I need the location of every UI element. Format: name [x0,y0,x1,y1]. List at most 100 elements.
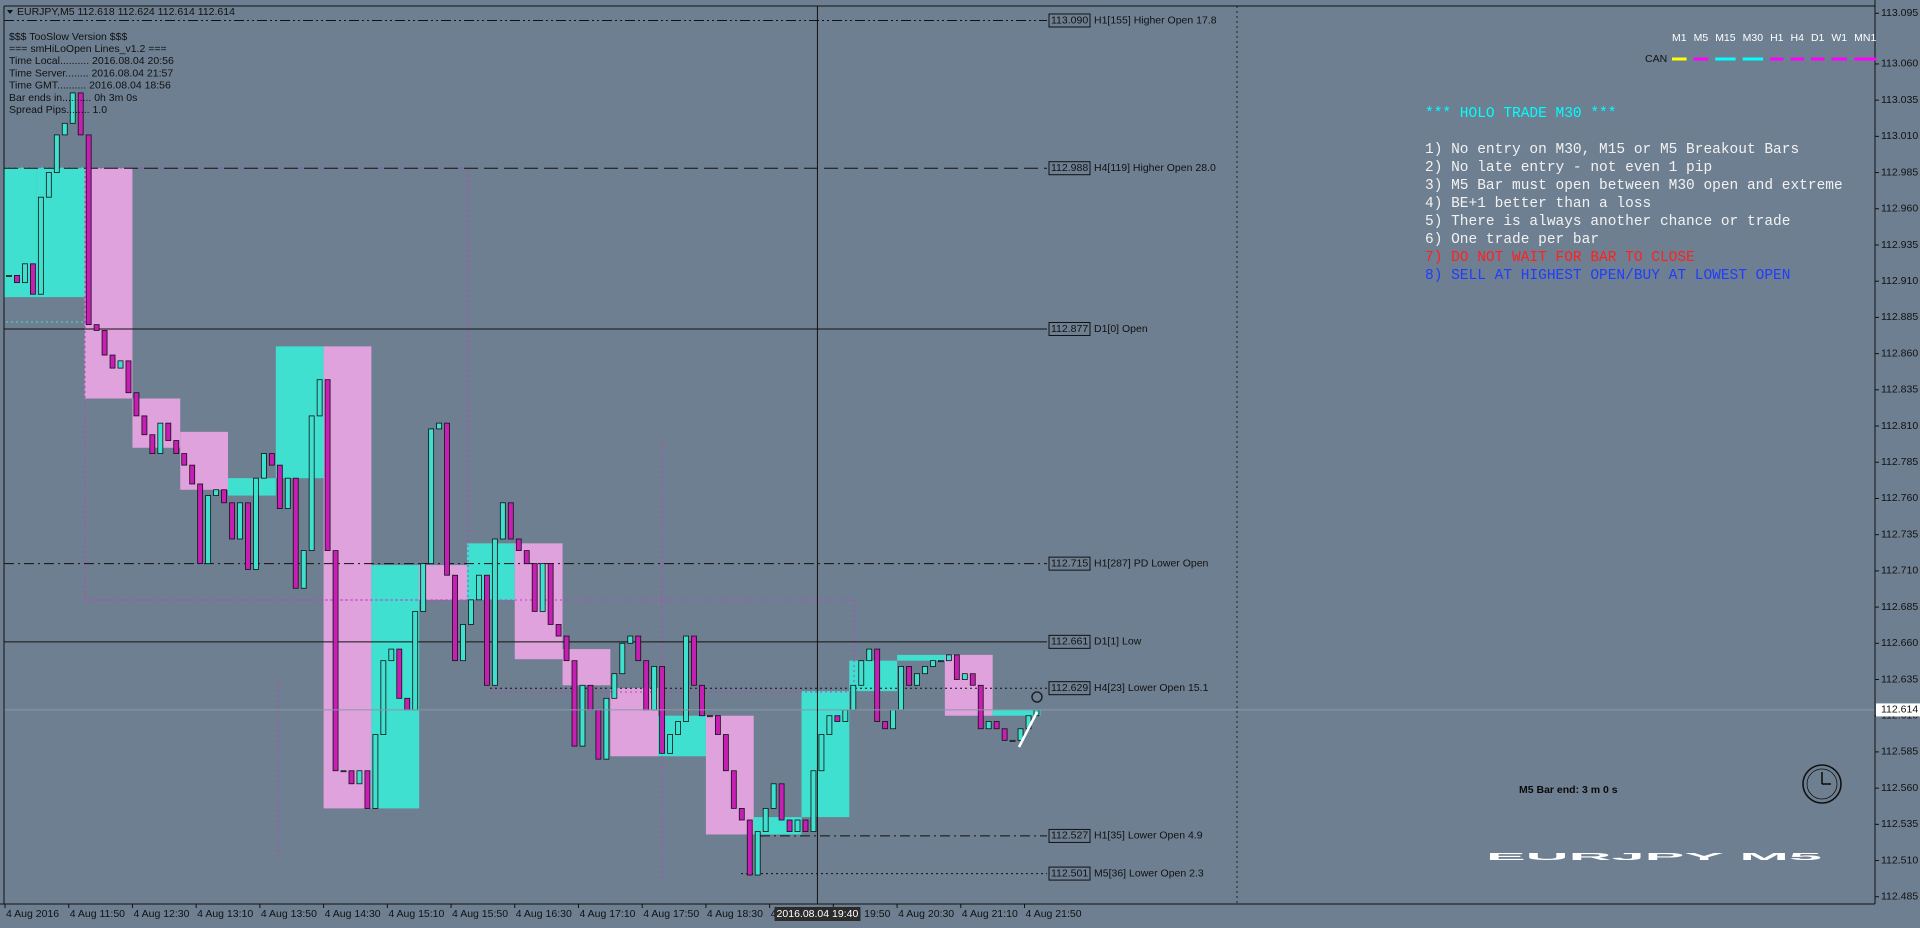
m30-box [180,431,229,490]
level-price-box [1048,556,1091,571]
m30-box [992,709,1041,716]
candle-body [165,422,172,441]
candle-body [253,477,259,570]
candle-body [507,502,514,540]
timeframe-label: H1 [1770,32,1784,44]
candle-body [858,660,865,686]
info-line: Bar ends in.......... 0h 3m 0s [9,92,137,104]
m30-box [658,715,706,757]
candle-body [292,477,299,589]
trend-line [1017,711,1039,748]
candle-body [428,428,435,565]
candle-body [683,635,689,722]
candle-body [348,770,355,785]
candle-body [181,453,188,466]
candle-body [531,563,538,612]
plot-area [4,6,1875,904]
crosshair-label-bg [774,907,861,921]
candle-body [890,709,897,730]
candle-body [953,654,960,680]
y-tick-label: 113.035 [1881,94,1918,106]
crosshair-label: 2016.08.04 19:40 [777,908,859,920]
m30-box [132,398,181,448]
m30-boxes [4,168,1041,835]
level-price-box [1048,321,1091,336]
candle-body [842,709,849,722]
x-tick-label: 4 Aug 15:10 [388,908,444,920]
candle-body [316,379,323,417]
m30-box [323,346,372,809]
candle-body [388,648,395,662]
candle-body [444,422,450,576]
level-price: 112.527 [1051,830,1088,842]
candle-body [149,434,156,454]
candle-body [595,709,602,760]
candle-body [6,274,12,277]
info-line: Time GMT.......... 2016.08.04 18:56 [9,80,171,92]
candle-body [14,274,20,284]
x-tick-label: 4 Aug 2016 [6,908,59,920]
candle-body [985,721,992,730]
candle-body [69,92,76,124]
candle-body [882,721,889,730]
level-price: 113.090 [1051,14,1088,26]
candle-body [380,660,387,735]
candle-body [603,697,610,760]
timeframe-row-label: CAN [1645,53,1667,65]
m30-box [419,565,467,600]
candle-body [452,574,458,662]
x-tick-label: 4 Aug 20:30 [898,908,954,920]
candle-body [977,684,984,730]
candle-body [420,563,427,612]
candle-body [1017,728,1024,741]
candle-body [460,624,466,662]
y-tick-label: 112.735 [1881,528,1918,540]
candle-body [898,666,904,711]
level-price: 112.877 [1051,323,1088,335]
candle-body [635,635,642,662]
timeframe-label: D1 [1811,32,1825,44]
level-price-box [1048,828,1091,843]
rule-item: 4) BE+1 better than a loss [1425,196,1651,212]
candle-body [237,502,243,540]
level-price-box [1048,13,1091,28]
candle-body [523,550,530,565]
x-tick-label: 4 Aug 18:30 [707,908,763,920]
candle-body [778,783,785,821]
rule-item: 1) No entry on M30, M15 or M5 Breakout B… [1425,142,1799,158]
candle-body [205,495,212,565]
candle-body [906,666,912,686]
clock-icon [1802,764,1842,804]
candle-body [213,489,219,496]
level-price: 112.501 [1051,867,1088,879]
bar-end-text: M5 Bar end: 3 m 0 s [1519,784,1618,796]
candle-body [53,134,60,173]
candle-body [268,453,275,466]
x-tick-label: 4 Aug 12:30 [133,908,189,920]
candle-body [324,379,331,551]
timeframe-label: M1 [1672,32,1687,44]
candle-body [770,783,777,809]
candle-body [691,635,697,686]
candle-body [945,654,952,662]
candle-body [722,734,729,772]
y-tick-label: 112.810 [1881,420,1918,432]
y-tick-label: 112.785 [1881,456,1918,468]
x-tick-label: 4 Aug 15:50 [452,908,508,920]
candle-body [372,734,379,809]
level-price: 112.629 [1051,682,1088,694]
candle-body [850,684,857,711]
candle-body [436,422,443,430]
clock-rim [1806,768,1838,800]
candle-body [1009,739,1016,742]
y-tick-label: 112.660 [1881,637,1918,649]
candle-body [141,415,148,436]
m30-box [801,691,850,818]
candle-body [571,660,578,747]
candle-body [133,392,140,417]
candle-body [619,642,626,675]
y-tick-label: 112.985 [1881,166,1918,178]
info-line: === smHiLoOpen Lines_v1.2 === [9,43,167,55]
candle-body [834,715,841,722]
candle-body [404,697,411,711]
